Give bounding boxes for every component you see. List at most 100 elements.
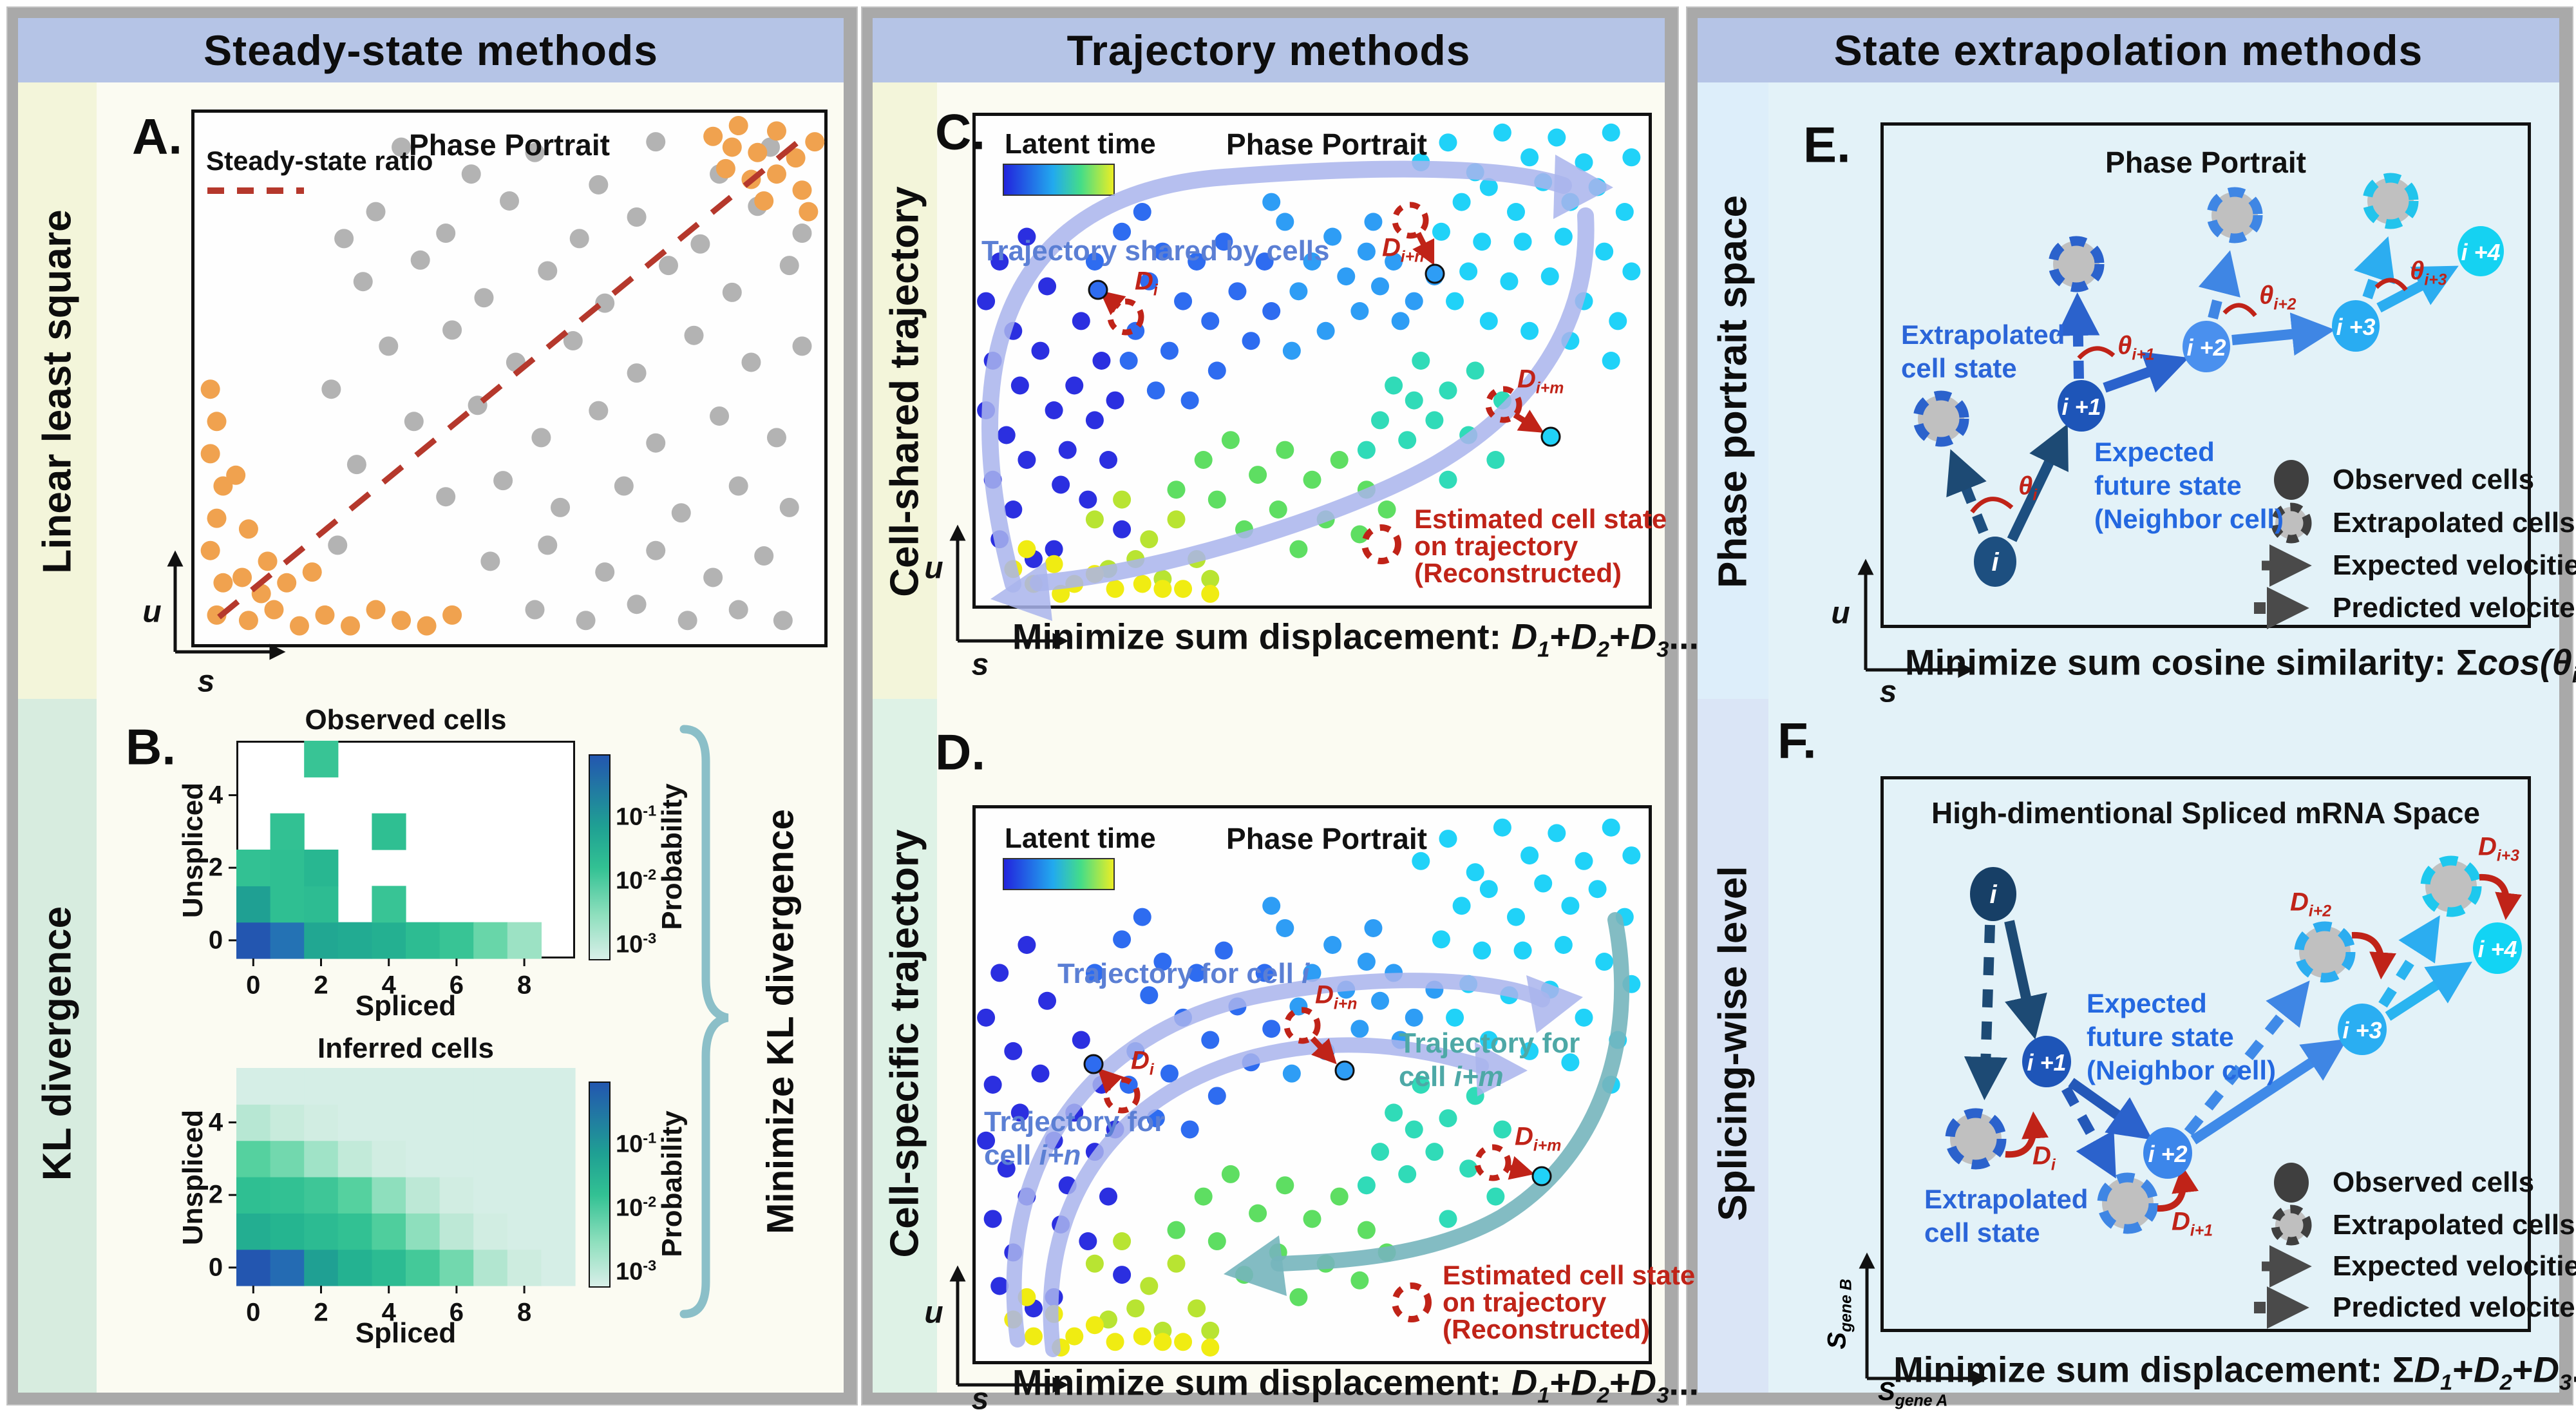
cell-dot-cyan: [1561, 1053, 1580, 1072]
cell-dot-cyan: [1520, 1042, 1539, 1060]
cell-dot: [226, 465, 246, 485]
legend-predicted-velocities-f: Predicted velocites: [2333, 1291, 2576, 1323]
cell-dot-dark-blue: [977, 1008, 996, 1027]
cell-dot: [436, 487, 456, 507]
cell-dot-blue: [1228, 282, 1247, 301]
cell-dot-teal: [1459, 1159, 1478, 1178]
extrapolated-state-line2-f: cell state: [1924, 1217, 2040, 1248]
cell-dot-green: [1269, 500, 1287, 519]
inferred-cb-tick-1: 10-1: [616, 1129, 657, 1158]
node-i-e-label: i: [1991, 548, 1999, 576]
estimated-state-line3-c: (Reconstructed): [1414, 558, 1622, 588]
cell-dot-yellow: [1153, 580, 1172, 598]
cell-dot-blue: [1174, 292, 1193, 310]
heatmap-cell: [337, 1249, 372, 1286]
theta-i-arc: [1970, 497, 2014, 514]
cell-dot-cyan: [1520, 148, 1539, 167]
node-i-e: [1974, 537, 2016, 587]
panel-a-scatter: [167, 116, 825, 660]
heatmap-cell: [541, 1068, 576, 1105]
cell-dot-yellow-green: [1140, 1277, 1159, 1295]
cell-dot-teal: [1357, 441, 1376, 459]
estimated-state-line1-d: Estimated cell state: [1443, 1260, 1696, 1290]
cell-dot: [474, 288, 494, 308]
cell-dot-medium-blue: [1303, 252, 1321, 271]
cell-dot-dark-blue: [1092, 352, 1111, 370]
cell-dot-medium-blue: [1371, 991, 1389, 1010]
cell-dot-yellow: [1106, 580, 1124, 598]
cell-dot-blue: [1160, 1064, 1179, 1083]
cell-dot-yellow-green: [1201, 1321, 1220, 1340]
heatmap-cell: [473, 922, 508, 959]
cell-dot-green: [1276, 441, 1294, 459]
cell-dot: [258, 551, 278, 571]
x-tick-label: 2: [314, 971, 328, 1000]
din-label-c: Di+n: [1382, 233, 1425, 266]
cell-dot-green: [1303, 1210, 1321, 1228]
heatmap-cell: [372, 1213, 406, 1250]
cell-dot-dark-blue: [1031, 1064, 1050, 1083]
cell-dot-green: [1167, 1221, 1186, 1239]
trajectory-cell-in-label-1: Trajectory for: [984, 1106, 1166, 1138]
cell-dot: [671, 503, 691, 523]
cell-dot-yellow: [1201, 1338, 1220, 1357]
heatmap-cell: [304, 850, 339, 886]
kl-brace: [679, 725, 729, 1319]
node-i1-e: [2058, 380, 2105, 432]
trajectory-cell-in-arrow: [1043, 1037, 1489, 1357]
cell-dot-blue: [1153, 242, 1172, 261]
cell-dot-yellow: [1106, 1333, 1124, 1351]
cell-dot-medium-blue: [1385, 252, 1403, 271]
cell-dot-medium-blue: [1276, 213, 1294, 231]
heatmap-cell: [473, 1249, 508, 1286]
expected-state-line3-e: (Neighbor cell): [2094, 504, 2284, 534]
cell-dot-dark-blue: [1079, 1232, 1097, 1251]
cell-dot-teal: [1405, 391, 1423, 410]
node-i4-e: [2458, 226, 2504, 276]
heatmap-cell: [304, 1249, 339, 1286]
legend-extrapolated-cells-f: Extrapolated cells: [2333, 1209, 2575, 1241]
estimated-state-icon-d: [1392, 1282, 1432, 1322]
cell-dot: [417, 616, 437, 636]
din-arrow-c: [1412, 231, 1435, 266]
cell-dot-cyan: [1609, 312, 1627, 330]
heatmap-cell: [507, 922, 542, 959]
din-arrow-d: [1310, 1036, 1337, 1065]
cell-dot-dark-blue: [1004, 1042, 1023, 1060]
panel-d-axis-s-label: s: [971, 1382, 989, 1410]
cell-dot-teal: [1357, 1176, 1376, 1195]
displacement-di3-arrow-f: [2479, 873, 2523, 920]
trajectory-cell-in-arrowhead: [1475, 1042, 1528, 1096]
cell-dot-cyan: [1520, 321, 1539, 340]
shared-trajectory-down-arrowhead: [990, 562, 1052, 621]
estimated-state-line2-d: on trajectory: [1443, 1287, 1607, 1317]
cell-dot-cyan: [1473, 233, 1492, 251]
cell-dot: [792, 336, 812, 356]
cell-dot: [677, 611, 697, 631]
minimize-cosine-e: Minimize sum cosine similarity: Σcos(θi): [1904, 642, 2576, 687]
heatmap-cell: [270, 922, 305, 959]
cell-dot-cyan: [1479, 178, 1498, 196]
cell-dot: [799, 202, 819, 222]
observed-dot-dim-d: [1531, 1166, 1552, 1186]
observed-cb-tick-3: 10-3: [616, 929, 657, 958]
heatmap-cell: [337, 1213, 372, 1250]
inferred-cb-tick-3: 10-3: [616, 1257, 657, 1286]
cell-dot: [728, 600, 748, 620]
cell-dot-dark-blue: [977, 292, 996, 310]
cell-dot-dark-blue: [977, 1131, 996, 1150]
cell-dot: [722, 282, 742, 302]
cell-dot-cyan: [1622, 262, 1641, 281]
cell-dot-medium-blue: [1323, 227, 1342, 246]
cell-dot: [551, 497, 571, 517]
latent-time-bar-c: [1003, 164, 1115, 196]
cell-dot-blue: [1146, 381, 1165, 400]
predicted-velocity-i: [1946, 449, 1989, 534]
cell-dot-green: [1249, 466, 1267, 484]
cell-dot: [646, 132, 666, 152]
cell-dot: [404, 412, 424, 432]
observed-dot-dim-c: [1540, 426, 1561, 447]
column-2-header: Trajectory methods: [873, 18, 1665, 82]
cell-dot-dark-blue: [983, 1076, 1002, 1094]
